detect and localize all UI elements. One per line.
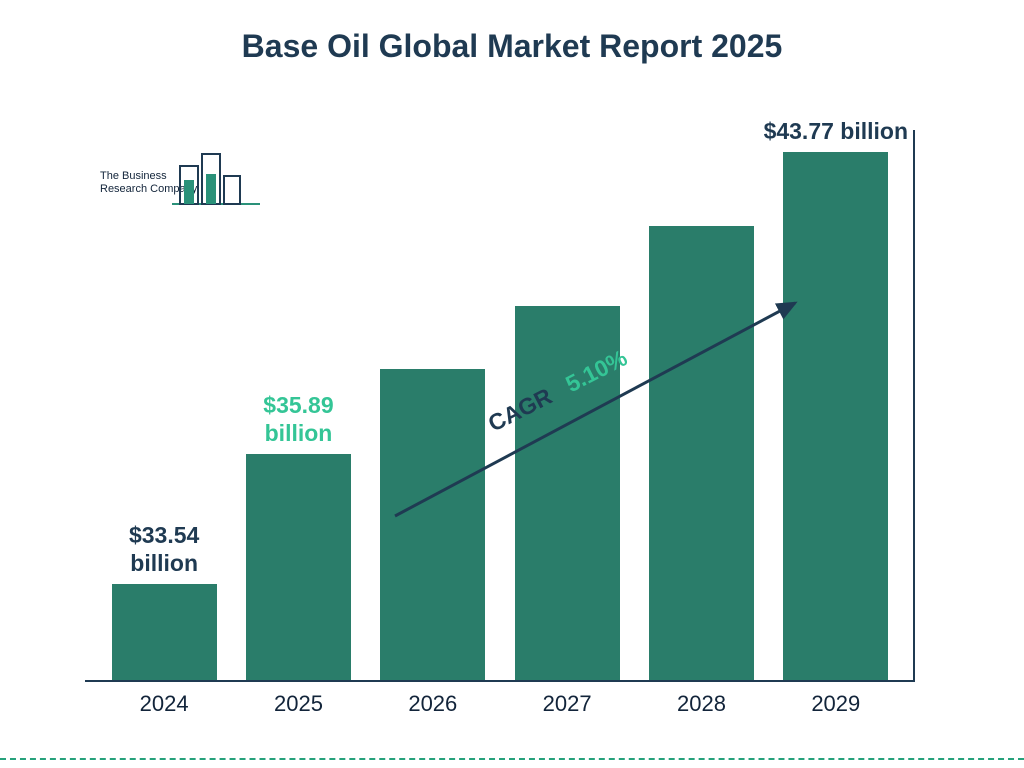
bar (380, 369, 485, 680)
bar-slot: $33.54billion (112, 584, 217, 680)
bar-value-label: $43.77 billion (756, 117, 916, 146)
x-axis-label: 2028 (649, 691, 754, 717)
x-axis-label: 2027 (515, 691, 620, 717)
footer-divider (0, 758, 1024, 760)
x-axis-label: 2026 (380, 691, 485, 717)
x-labels-container: 2024 2025 2026 2027 2028 2029 (85, 691, 915, 717)
bar (246, 454, 351, 680)
chart-area: Market Size (in USD billion) $33.54billi… (85, 130, 915, 682)
bar-value-label: $35.89billion (218, 391, 378, 449)
bar-slot (380, 369, 485, 680)
bar (112, 584, 217, 680)
bar-value-label: $33.54billion (84, 521, 244, 579)
x-axis (85, 680, 915, 682)
x-axis-label: 2024 (112, 691, 217, 717)
bar-slot (649, 226, 754, 680)
bar-slot: $35.89billion (246, 454, 351, 680)
x-axis-label: 2025 (246, 691, 351, 717)
bar (649, 226, 754, 680)
x-axis-label: 2029 (783, 691, 888, 717)
bar-slot: $43.77 billion (783, 152, 888, 680)
page-title: Base Oil Global Market Report 2025 (0, 28, 1024, 65)
bar (783, 152, 888, 680)
